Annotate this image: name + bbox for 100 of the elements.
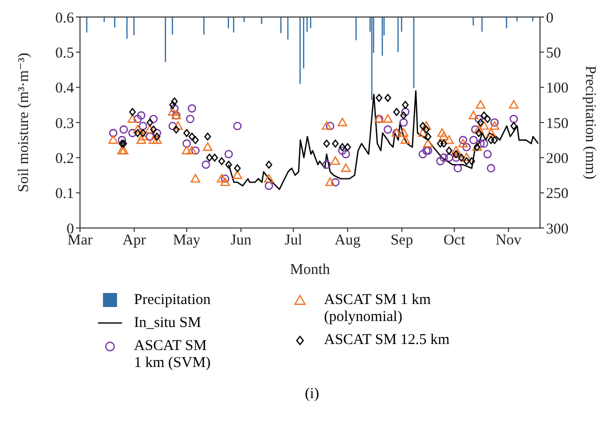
point [436,157,444,166]
legend-label: In_situ SM [134,315,202,332]
point [234,164,241,172]
point [440,153,448,162]
point [138,122,148,130]
point [384,125,392,134]
point [182,146,192,154]
point [191,146,200,155]
legend-label: ASCAT SM 12.5 km [324,332,451,349]
point [128,114,138,123]
point [462,142,471,152]
point [233,122,242,130]
point [341,163,351,172]
point [490,118,499,127]
y2-axis-title: Precipitation (mm) [582,66,598,180]
point [398,128,408,137]
point [401,108,410,116]
point [109,128,118,138]
point [120,140,128,148]
point [192,136,199,144]
point [188,132,196,141]
point [440,140,448,148]
point [117,146,127,154]
point [508,100,519,109]
point [475,129,482,138]
point [376,94,382,102]
point [188,104,196,113]
y-tick-label: 0.2 [55,150,74,167]
point [419,122,426,130]
point [418,150,427,158]
point [232,170,242,179]
y2-tick-label: 50 [546,45,561,62]
y2-tick-label: 300 [546,221,568,238]
point [474,124,484,134]
point [168,107,178,116]
point [266,160,272,169]
point [118,136,126,144]
point [452,149,463,158]
point [437,128,447,137]
point [476,100,486,109]
y2-tick-label: 250 [546,186,568,202]
point [399,118,408,127]
point [172,126,180,134]
point [510,114,518,124]
point [452,150,460,158]
point [187,146,197,154]
x-tick-label: Apr [122,232,146,249]
point [120,125,128,134]
point [436,140,444,148]
point [477,118,484,126]
point [225,160,232,169]
point [439,132,449,140]
point [118,140,126,148]
point [322,121,332,130]
point [330,156,340,165]
point [490,121,500,130]
point [486,164,496,172]
point [211,154,218,162]
point [384,94,392,102]
point [510,122,518,130]
x-tick-label: Nov [496,232,522,249]
point [132,124,143,134]
y-tick-label: 0.4 [55,80,74,97]
point [424,132,432,141]
point [383,114,393,123]
point [190,174,200,183]
point [152,135,162,144]
point [444,153,454,162]
point [108,135,118,144]
point [483,150,492,158]
point [422,146,430,155]
point [146,132,154,141]
y-tick-label: 0.5 [55,45,74,62]
point [323,140,330,148]
point [326,122,334,130]
point [140,129,146,138]
point [137,111,146,120]
point [118,146,129,154]
point [400,135,410,144]
point [393,108,400,116]
point [134,114,142,124]
point [454,164,462,172]
point [339,143,346,152]
point [476,139,485,148]
point [220,177,230,186]
point [145,124,155,134]
x-tick-label: May [172,232,201,249]
y-axis-title: Soil moisture (m³·m⁻³) [16,52,32,192]
point [170,104,179,113]
point [186,114,194,124]
point [486,128,496,137]
x-tick-label: Aug [334,232,362,249]
point [202,160,210,169]
point [134,129,142,138]
point [468,110,478,120]
legend-label: Precipitation [134,292,212,309]
point [129,108,136,116]
point [418,128,428,137]
point [332,140,339,148]
point [484,115,491,123]
